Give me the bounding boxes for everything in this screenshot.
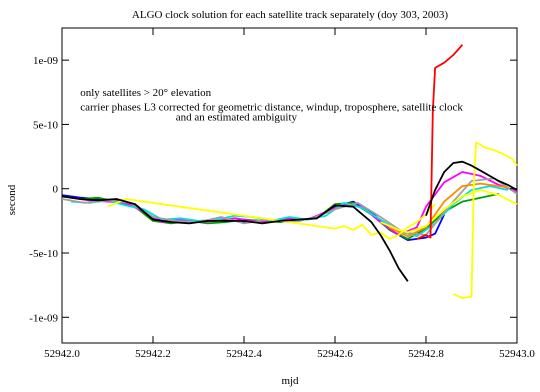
x-tick-label: 52942.6 <box>317 348 353 360</box>
series-line-3 <box>71 172 517 235</box>
y-tick-label: -1e-09 <box>29 312 58 324</box>
y-tick-label: 5e-10 <box>33 119 59 131</box>
x-tick-label: 52942.4 <box>226 348 262 360</box>
annotation-text: and an estimated ambiguity <box>176 112 298 124</box>
y-tick-label: 0 <box>53 184 59 196</box>
chart-title: ALGO clock solution for each satellite t… <box>132 9 448 21</box>
series-line-11 <box>62 196 408 281</box>
x-tick-label: 52942.2 <box>135 348 171 360</box>
annotation-text: only satellites > 20° elevation <box>80 87 211 99</box>
y-tick-label: -5e-10 <box>29 248 58 260</box>
x-axis-label: mjd <box>281 375 299 387</box>
series-line-9 <box>381 190 518 232</box>
x-tick-label: 52942.8 <box>408 348 444 360</box>
x-tick-label: 52943.0 <box>499 348 535 360</box>
y-axis-label: second <box>6 184 18 215</box>
plot-frame <box>62 28 517 343</box>
series-layer <box>62 45 517 298</box>
series-line-8 <box>453 142 517 298</box>
x-tick-label: 52942.0 <box>44 348 80 360</box>
y-tick-label: 1e-09 <box>33 55 59 67</box>
